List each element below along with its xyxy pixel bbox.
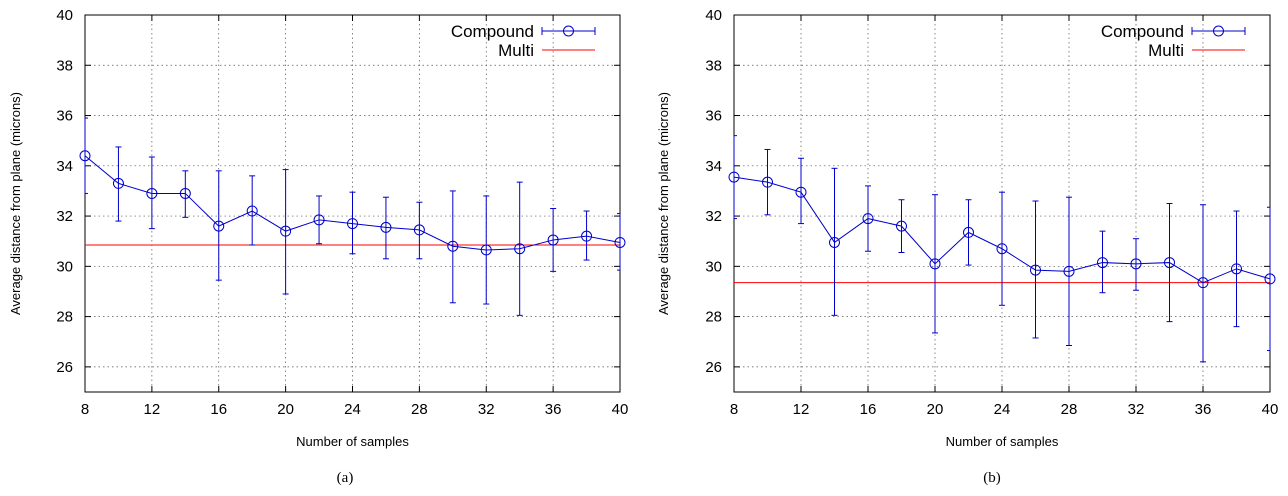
data-point-marker — [447, 240, 459, 252]
x-tick-label: 28 — [1061, 401, 1078, 418]
y-tick-label: 40 — [56, 7, 73, 24]
data-point-marker — [514, 243, 526, 255]
data-point-marker — [79, 150, 91, 162]
data-point-marker — [963, 226, 974, 238]
x-tick-label: 12 — [144, 401, 161, 418]
y-tick-label: 36 — [705, 108, 722, 125]
x-tick-label: 36 — [1195, 401, 1212, 418]
data-point-marker — [929, 258, 941, 270]
data-point-marker — [547, 234, 559, 246]
x-tick-label: 24 — [994, 401, 1011, 418]
data-point-marker — [1063, 265, 1075, 277]
y-tick-label: 38 — [705, 57, 722, 74]
x-tick-label: 8 — [730, 401, 738, 418]
data-point-marker — [480, 244, 492, 256]
data-point-marker — [614, 236, 626, 248]
x-axis-label: Number of samples — [946, 434, 1059, 449]
y-tick-label: 40 — [705, 7, 722, 24]
legend-marker-compound — [563, 25, 574, 37]
y-tick-label: 32 — [705, 208, 722, 225]
x-tick-label: 16 — [210, 401, 227, 418]
data-point-marker — [996, 243, 1008, 255]
y-tick-label: 38 — [56, 57, 73, 74]
x-tick-label: 12 — [793, 401, 810, 418]
x-tick-label: 40 — [612, 401, 629, 418]
data-point-marker — [112, 177, 124, 189]
y-tick-label: 32 — [56, 208, 73, 225]
data-point-marker — [1030, 264, 1041, 276]
chart-b: 8 12 16 20 24 28 32 36 40 26 28 30 32 34 36 38 40 Number … — [656, 7, 1278, 486]
y-tick-label: 34 — [56, 158, 73, 175]
x-tick-label: 40 — [1262, 401, 1279, 418]
data-point-marker — [179, 187, 191, 199]
y-axis-label: Average distance from plane (microns) — [656, 92, 671, 315]
y-tick-label: 26 — [705, 359, 722, 376]
data-point-marker — [213, 220, 225, 232]
y-axis-label: Average distance from plane (microns) — [8, 92, 23, 315]
legend-label-multi: Multi — [1148, 41, 1184, 60]
data-point-marker — [1130, 258, 1142, 270]
subfigure-caption: (a) — [337, 470, 354, 486]
x-axis-label: Number of samples — [296, 434, 409, 449]
x-tick-label: 32 — [478, 401, 495, 418]
data-point-marker — [762, 176, 773, 188]
y-tick-label: 36 — [56, 108, 73, 125]
y-tick-label: 26 — [56, 359, 73, 376]
x-tick-label: 16 — [860, 401, 877, 418]
data-point-marker — [246, 205, 258, 217]
data-point-marker — [380, 221, 392, 233]
y-tick-label: 30 — [56, 258, 73, 275]
y-tick-label: 28 — [705, 309, 722, 326]
data-point-marker — [313, 214, 325, 226]
y-tick-label: 30 — [705, 258, 722, 275]
chart-a: 8 12 16 20 24 28 32 36 40 26 28 30 32 34 36 38 40 Number … — [8, 7, 628, 486]
x-tick-label: 20 — [927, 401, 944, 418]
data-point-marker — [829, 236, 840, 248]
data-point-marker — [1197, 277, 1209, 289]
data-point-marker — [896, 220, 907, 232]
x-tick-label: 28 — [411, 401, 428, 418]
data-point-marker — [728, 171, 740, 183]
legend-marker-compound — [1213, 25, 1224, 37]
y-tick-label: 28 — [56, 309, 73, 326]
data-point-marker — [1097, 257, 1108, 269]
x-tick-label: 20 — [277, 401, 294, 418]
data-point-marker — [1231, 263, 1242, 275]
data-point-marker — [280, 225, 292, 237]
data-point-marker — [347, 218, 358, 230]
x-tick-label: 8 — [81, 401, 89, 418]
data-point-marker — [795, 186, 807, 198]
legend-label-compound: Compound — [1101, 22, 1184, 41]
x-tick-label: 36 — [545, 401, 562, 418]
data-point-marker — [146, 187, 158, 199]
data-point-marker — [1264, 273, 1276, 285]
legend-label-compound: Compound — [451, 22, 534, 41]
data-point-marker — [581, 230, 593, 242]
x-tick-label: 32 — [1128, 401, 1145, 418]
x-tick-label: 24 — [344, 401, 361, 418]
y-tick-label: 34 — [705, 158, 722, 175]
legend-label-multi: Multi — [498, 41, 534, 60]
data-point-marker — [862, 213, 874, 225]
data-point-marker — [413, 224, 425, 236]
data-point-marker — [1164, 257, 1175, 269]
subfigure-caption: (b) — [983, 470, 1001, 486]
